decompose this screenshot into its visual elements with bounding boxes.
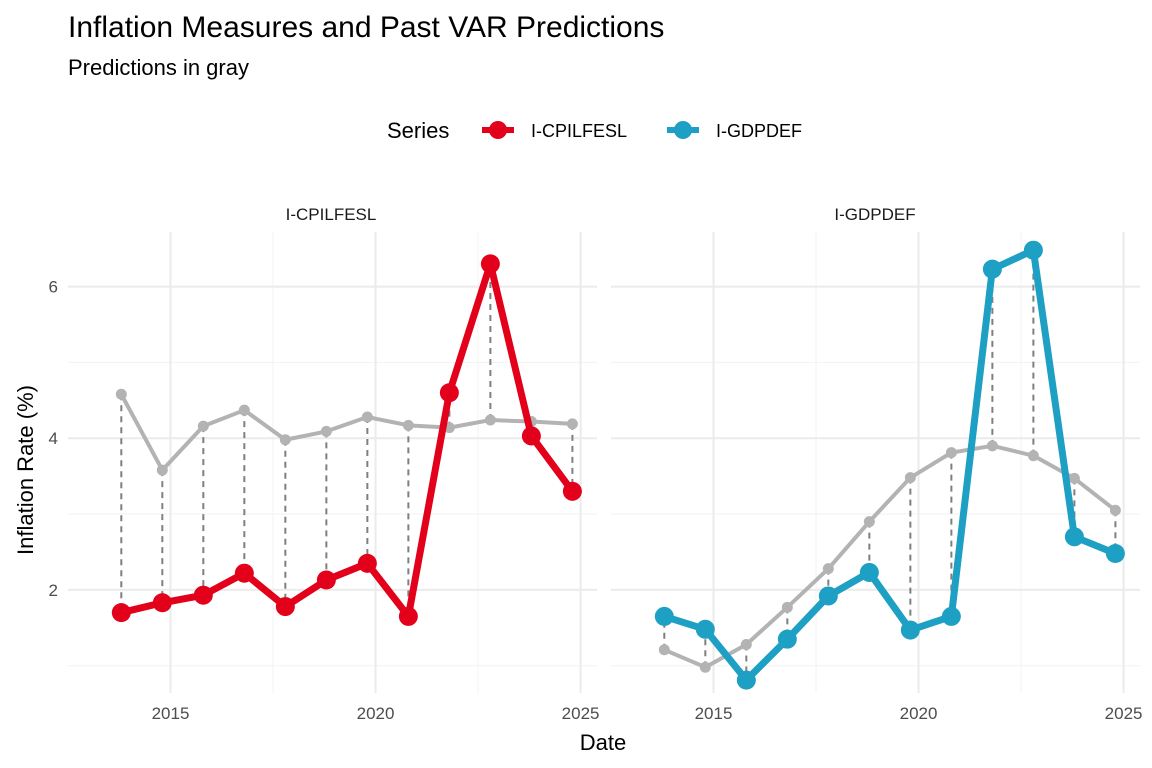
- prediction-point: [822, 563, 834, 575]
- prediction-point: [781, 601, 793, 613]
- legend-title: Series: [387, 118, 449, 143]
- prediction-point: [402, 419, 414, 431]
- prediction-point: [1068, 472, 1080, 484]
- panel-strip-cpilfesl: I-CPILFESL: [286, 205, 377, 224]
- x-tick-label: 2020: [357, 704, 395, 723]
- actual-point: [521, 426, 541, 446]
- prediction-line-cpilfesl: [119, 393, 573, 473]
- prediction-point: [320, 425, 332, 437]
- actual-point: [654, 606, 674, 626]
- actual-point: [111, 603, 131, 623]
- actual-point: [982, 259, 1002, 279]
- prediction-point: [1027, 450, 1039, 462]
- actual-point: [480, 254, 500, 274]
- actual-point: [859, 562, 879, 582]
- actual-point: [736, 670, 756, 690]
- prediction-point: [863, 516, 875, 528]
- prediction-point: [361, 411, 373, 423]
- actual-point: [818, 586, 838, 606]
- prediction-line-gdpdef: [663, 443, 1117, 670]
- prediction-point: [1109, 504, 1121, 516]
- prediction-point: [197, 420, 209, 432]
- legend-label-cpilfesl: I-CPILFESL: [531, 121, 627, 141]
- prediction-point: [566, 418, 578, 430]
- legend-swatch-dot-cpilfesl: [489, 121, 507, 139]
- actual-point: [1023, 240, 1043, 260]
- actual-line-gdpdef: [663, 246, 1117, 684]
- prediction-point: [279, 434, 291, 446]
- actual-point: [562, 481, 582, 501]
- actual-point: [941, 606, 961, 626]
- prediction-point: [156, 464, 168, 476]
- actual-point: [275, 597, 295, 617]
- prediction-point: [904, 472, 916, 484]
- prediction-point: [238, 404, 250, 416]
- y-axis-title: Inflation Rate (%): [13, 385, 38, 555]
- x-tick-label: 2025: [562, 704, 600, 723]
- prediction-point: [699, 661, 711, 673]
- actual-point: [1105, 543, 1125, 563]
- prediction-point: [945, 447, 957, 459]
- legend-key-gdpdef: I-GDPDEF: [667, 121, 802, 141]
- actual-point: [152, 593, 172, 613]
- actual-point: [439, 383, 459, 403]
- prediction-point: [986, 440, 998, 452]
- actual-point: [357, 553, 377, 573]
- x-tick-label: 2015: [695, 704, 733, 723]
- chart-title: Inflation Measures and Past VAR Predicti…: [68, 11, 664, 44]
- actual-point: [777, 629, 797, 649]
- actual-point: [1064, 527, 1084, 547]
- actual-point: [193, 585, 213, 605]
- x-tick-label: 2015: [152, 704, 190, 723]
- panel-gdpdef: 2015 2020 2025: [611, 232, 1143, 723]
- x-tick-label: 2025: [1105, 704, 1143, 723]
- prediction-point: [115, 388, 127, 400]
- legend: Series I-CPILFESL I-GDPDEF: [387, 118, 802, 143]
- x-axis-title: Date: [580, 730, 626, 755]
- y-tick-label: 6: [49, 278, 58, 297]
- legend-label-gdpdef: I-GDPDEF: [716, 121, 802, 141]
- actual-point: [398, 606, 418, 626]
- actual-point: [234, 563, 254, 583]
- prediction-point: [740, 638, 752, 650]
- actual-point: [695, 619, 715, 639]
- actual-point: [900, 620, 920, 640]
- legend-swatch-dot-gdpdef: [674, 121, 692, 139]
- legend-key-cpilfesl: I-CPILFESL: [482, 121, 627, 141]
- chart-subtitle: Predictions in gray: [68, 55, 249, 80]
- y-tick-label: 2: [49, 581, 58, 600]
- prediction-point: [484, 414, 496, 426]
- y-tick-label: 4: [49, 429, 58, 448]
- prediction-point: [658, 644, 670, 656]
- panel-cpilfesl: 2015 2020 2025 2 4 6: [49, 232, 600, 723]
- x-tick-label: 2020: [900, 704, 938, 723]
- actual-point: [316, 570, 336, 590]
- panel-strip-gdpdef: I-GDPDEF: [834, 205, 915, 224]
